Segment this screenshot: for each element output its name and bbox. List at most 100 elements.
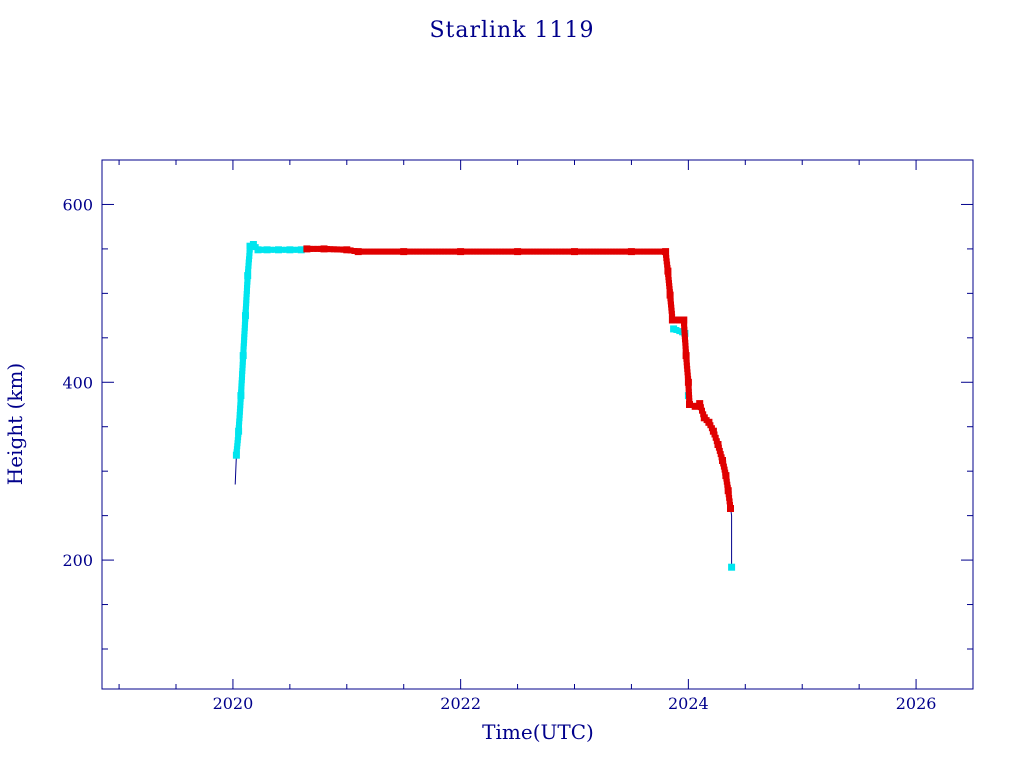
data-point-trail [664,261,671,268]
data-point [696,400,704,408]
data-point-trail [603,248,610,255]
data-point [686,401,693,408]
data-point-trail [236,418,243,425]
data-point-trail [245,266,252,273]
data-point-trail [555,248,562,255]
data-point-trail [726,494,733,501]
y-axis-label: Height (km) [3,363,27,485]
data-point-trail [717,451,724,458]
data-point-trail [725,491,732,498]
data-point-trail [445,248,451,255]
data-point-trail [685,385,692,392]
data-point-trail [609,248,616,255]
data-point-trail [640,248,647,255]
data-point-trail [663,258,670,265]
y-tick-labels: 200 400 600 [62,195,93,570]
data-point-trail [235,424,242,431]
data-point-trail [407,248,413,255]
data-point-trail [237,399,244,406]
data-point-trail [241,331,248,338]
data-point [237,392,245,400]
data-point-trail [577,248,584,255]
data-point-trail [307,245,314,252]
data-point-trail [470,248,477,255]
data-point-trail [600,248,606,255]
data-point-trail [241,324,248,331]
y-tick-label: 200 [62,551,93,570]
data-point-trail [242,315,249,322]
data-point-trail [241,337,248,344]
data-point-trail [240,343,247,350]
data-point-trail [549,248,556,255]
data-point [714,441,722,448]
data-point [514,248,522,256]
data-point-trail [454,248,461,255]
data-point-trail [334,246,340,253]
data-point-trail [684,369,691,376]
data-point-trail [543,248,549,255]
data-point-trail [243,303,249,310]
data-point-trail [367,248,374,255]
data-point-trail [581,248,587,255]
data-point-trail [501,248,508,255]
data-point-trail [314,245,321,252]
data-point-trail [236,412,243,418]
data-point-trail [460,248,467,255]
data-point-trail [239,358,246,365]
y-tick-label: 400 [62,373,93,392]
data-point-trail [666,289,673,296]
data-point-trail [683,355,690,362]
data-point-trail [533,248,540,255]
data-point-trail [558,248,565,255]
data-point-trail [562,248,568,255]
data-point-trail [574,248,581,255]
data-point-trail [238,380,245,387]
data-point-trail [715,444,722,451]
data-point-trail [524,248,531,255]
data-point-trail [685,375,692,382]
data-point-trail [681,333,688,340]
data-point-trail [240,355,246,362]
data-point-trail [271,246,278,253]
data-point-trail [663,255,670,262]
data-point-trail [568,248,575,255]
data-point-trail [238,377,245,384]
data-points [232,241,736,571]
data-point-trail [668,304,675,311]
data-point-trail [615,248,622,255]
data-point-trail [438,248,445,255]
data-point-trail [410,248,417,255]
data-point-trail [647,248,654,255]
data-point-trail [243,294,250,301]
data-point-trail [429,248,436,255]
data-point-trail [482,248,489,255]
data-point [627,248,635,256]
data-point-trail [237,405,244,412]
height-line [234,243,733,568]
data-point [303,245,311,253]
data-point-trail [243,297,250,304]
data-point-trail [584,248,591,255]
data-point-trail [653,248,660,255]
data-point-trail [682,349,689,356]
chart-title: Starlink 1119 [429,18,594,43]
data-point [457,248,465,256]
data-point-trail [347,247,354,254]
data-point-trail [394,248,401,255]
data-point-trail [539,248,546,255]
data-point-trail [511,248,518,255]
data-point-trail [473,248,480,255]
data-point-trail [479,248,486,255]
data-point [728,563,736,571]
data-point-trail [663,251,669,258]
data-point-trail [376,248,383,255]
data-point-trail [340,246,347,253]
data-point-trail [724,484,731,491]
data-point-trail [686,398,693,405]
data-point-trail [565,248,572,255]
data-point-trail [237,395,244,402]
data-point-trail [682,346,689,353]
data-point-trail [242,309,249,316]
data-point-trail [279,246,286,253]
data-point-trail [267,246,274,253]
